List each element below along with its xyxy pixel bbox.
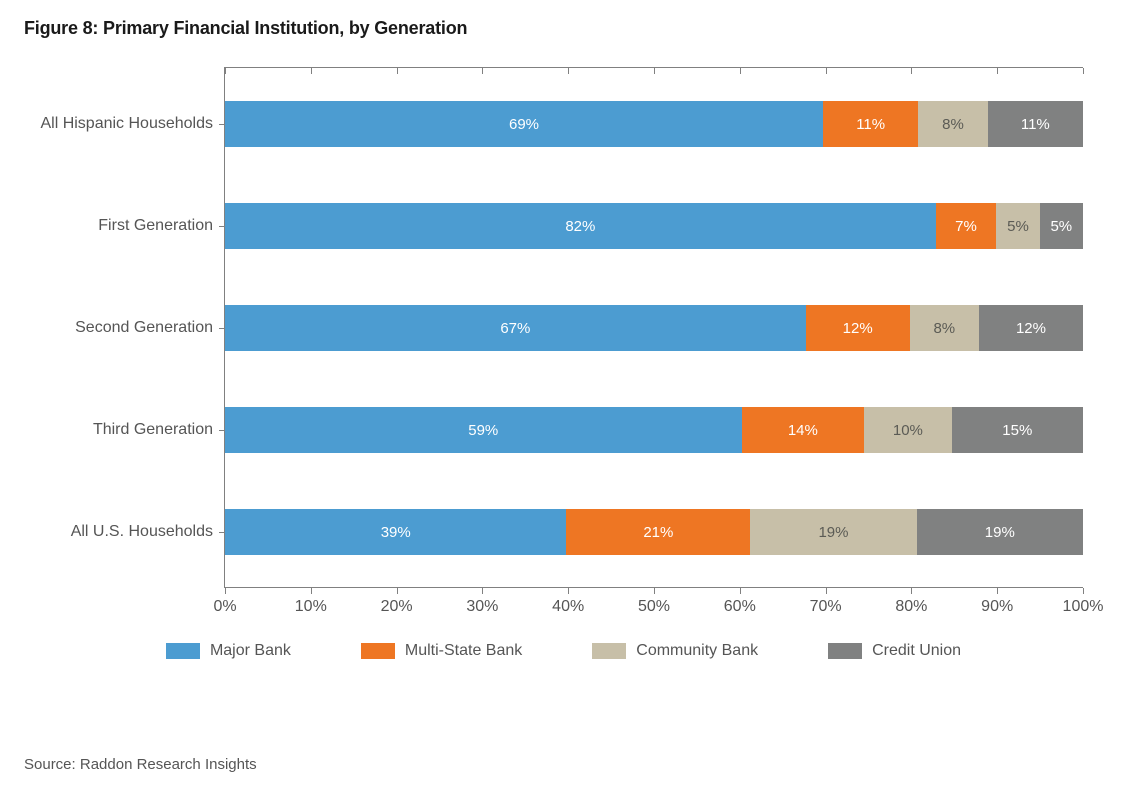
x-tick-label: 90% — [981, 598, 1013, 616]
legend-item-multi-state: Multi-State Bank — [361, 642, 522, 660]
legend: Major Bank Multi-State Bank Community Bank… — [24, 642, 1103, 660]
x-tick — [397, 68, 398, 74]
x-tick — [311, 68, 312, 74]
category-label: All U.S. Households — [25, 523, 213, 541]
bar-segment-community-bank: 10% — [864, 407, 952, 453]
bar-segment-major-bank: 59% — [225, 407, 742, 453]
bar-segment-major-bank: 67% — [225, 305, 806, 351]
chart-row: All U.S. Households39%21%19%19% — [225, 509, 1083, 555]
x-tick — [654, 588, 655, 594]
legend-swatch — [361, 643, 395, 659]
stacked-bar: 39%21%19%19% — [225, 509, 1083, 555]
legend-swatch — [828, 643, 862, 659]
bar-segment-major-bank: 82% — [225, 203, 936, 249]
legend-label: Multi-State Bank — [405, 642, 522, 660]
x-tick — [997, 68, 998, 74]
bar-segment-multi-state: 11% — [823, 101, 918, 147]
x-tick — [568, 588, 569, 594]
bar-segment-community-bank: 5% — [996, 203, 1039, 249]
x-tick — [397, 588, 398, 594]
legend-swatch — [592, 643, 626, 659]
x-tick-label: 50% — [638, 598, 670, 616]
x-tick-label: 20% — [381, 598, 413, 616]
x-tick-label: 10% — [295, 598, 327, 616]
bar-segment-major-bank: 39% — [225, 509, 566, 555]
chart-row: First Generation82%7%5%5% — [225, 203, 1083, 249]
x-tick-label: 80% — [895, 598, 927, 616]
legend-label: Community Bank — [636, 642, 758, 660]
bar-segment-community-bank: 19% — [750, 509, 916, 555]
plot-area: 0%10%20%30%40%50%60%70%80%90%100%All His… — [224, 67, 1083, 588]
x-tick — [568, 68, 569, 74]
chart-row: Third Generation59%14%10%15% — [225, 407, 1083, 453]
legend-item-credit-union: Credit Union — [828, 642, 961, 660]
chart-row: Second Generation67%12%8%12% — [225, 305, 1083, 351]
legend-label: Major Bank — [210, 642, 291, 660]
chart: 0% 10% 20% 30% 40% 50% 60% 70% 80% 90% 100% All His… — [24, 67, 1103, 660]
x-tick — [826, 68, 827, 74]
bar-segment-multi-state: 7% — [936, 203, 997, 249]
bar-segment-credit-union: 5% — [1040, 203, 1083, 249]
stacked-bar: 67%12%8%12% — [225, 305, 1083, 351]
x-tick — [911, 588, 912, 594]
bar-segment-multi-state: 12% — [806, 305, 910, 351]
category-label: First Generation — [25, 217, 213, 235]
legend-item-community-bank: Community Bank — [592, 642, 758, 660]
legend-label: Credit Union — [872, 642, 961, 660]
x-tick — [1083, 588, 1084, 594]
bar-segment-community-bank: 8% — [918, 101, 987, 147]
x-tick — [225, 588, 226, 594]
x-tick — [826, 588, 827, 594]
x-tick — [911, 68, 912, 74]
x-tick-label: 60% — [724, 598, 756, 616]
x-tick-label: 30% — [466, 598, 498, 616]
category-label: Third Generation — [25, 421, 213, 439]
x-tick-label: 70% — [810, 598, 842, 616]
bar-segment-credit-union: 11% — [988, 101, 1083, 147]
category-label: All Hispanic Households — [25, 115, 213, 133]
stacked-bar: 82%7%5%5% — [225, 203, 1083, 249]
x-tick-label: 0% — [213, 598, 236, 616]
category-label: Second Generation — [25, 319, 213, 337]
x-tick — [482, 68, 483, 74]
bar-segment-multi-state: 21% — [566, 509, 750, 555]
legend-swatch — [166, 643, 200, 659]
x-tick — [740, 68, 741, 74]
x-tick — [997, 588, 998, 594]
stacked-bar: 59%14%10%15% — [225, 407, 1083, 453]
x-tick-label: 100% — [1063, 598, 1104, 616]
bar-segment-credit-union: 12% — [979, 305, 1083, 351]
bar-segment-credit-union: 15% — [952, 407, 1083, 453]
bar-segment-multi-state: 14% — [742, 407, 865, 453]
x-tick — [225, 68, 226, 74]
figure-title: Figure 8: Primary Financial Institution,… — [24, 18, 1103, 39]
x-tick — [311, 588, 312, 594]
legend-item-major-bank: Major Bank — [166, 642, 291, 660]
source-note: Source: Raddon Research Insights — [24, 756, 257, 773]
stacked-bar: 69%11%8%11% — [225, 101, 1083, 147]
x-tick — [654, 68, 655, 74]
figure: Figure 8: Primary Financial Institution,… — [0, 0, 1127, 795]
x-tick — [482, 588, 483, 594]
x-tick — [1083, 68, 1084, 74]
bar-segment-credit-union: 19% — [917, 509, 1083, 555]
x-tick-label: 40% — [552, 598, 584, 616]
chart-row: All Hispanic Households69%11%8%11% — [225, 101, 1083, 147]
x-tick — [740, 588, 741, 594]
bar-segment-major-bank: 69% — [225, 101, 823, 147]
bar-segment-community-bank: 8% — [910, 305, 979, 351]
